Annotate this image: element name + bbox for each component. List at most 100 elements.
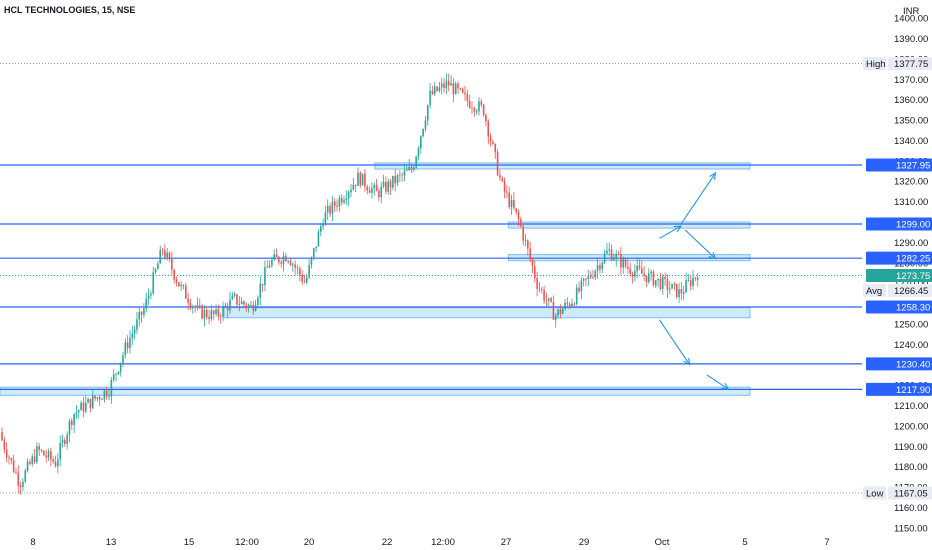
candle-body xyxy=(538,288,541,290)
candle-body xyxy=(119,362,122,372)
candle-body xyxy=(133,329,136,334)
candle-body xyxy=(431,90,434,94)
level-price-tag[interactable] xyxy=(866,382,932,396)
candle-body xyxy=(447,80,450,86)
candle-body xyxy=(429,90,431,106)
candle-body xyxy=(392,175,394,188)
candle-body xyxy=(68,420,71,435)
candle-body xyxy=(3,440,6,450)
candle-body xyxy=(666,279,669,290)
candle-body xyxy=(364,173,366,187)
candle-body xyxy=(5,449,8,458)
candle-body xyxy=(278,256,280,263)
candle-body xyxy=(10,458,13,461)
candle-body xyxy=(668,288,671,290)
candle-body xyxy=(245,304,248,308)
candle-body xyxy=(636,265,638,272)
x-tick-label: 13 xyxy=(106,537,117,548)
candle-body xyxy=(403,170,406,176)
candle-body xyxy=(417,148,420,157)
level-price-tag[interactable] xyxy=(866,217,932,231)
candle-body xyxy=(575,287,578,305)
candle-body xyxy=(201,305,203,319)
candle-body xyxy=(154,269,157,273)
candle-body xyxy=(645,275,648,283)
candle-body xyxy=(624,259,627,267)
candle-body xyxy=(503,180,506,192)
x-tick-label: 20 xyxy=(304,537,315,548)
level-price-tag[interactable] xyxy=(866,300,932,314)
candle-body xyxy=(26,461,29,471)
candle-body xyxy=(603,253,606,263)
candle-body xyxy=(105,390,108,397)
candle-body xyxy=(115,373,117,375)
x-tick-label: Oct xyxy=(655,537,670,548)
candle-body xyxy=(289,260,292,266)
candle-body xyxy=(131,333,134,338)
candle-body xyxy=(75,412,78,414)
candle-body xyxy=(661,276,664,289)
y-tick-label: 1340.00 xyxy=(894,136,928,147)
candle-body xyxy=(91,395,94,408)
candle-body xyxy=(45,455,48,458)
candle-body xyxy=(231,295,234,300)
candle-body xyxy=(615,254,618,259)
candle-body xyxy=(527,240,529,249)
candle-body xyxy=(285,255,287,262)
y-tick-label: 1180.00 xyxy=(894,462,928,473)
candle-body xyxy=(452,83,455,95)
candle-body xyxy=(254,304,257,311)
candle-body xyxy=(650,271,652,274)
y-tick-label: 1250.00 xyxy=(894,319,928,330)
candle-body xyxy=(299,268,301,275)
candle-body xyxy=(501,177,504,181)
candle-body xyxy=(494,143,497,153)
candle-body xyxy=(368,190,371,193)
candle-body xyxy=(545,300,548,302)
candle-body xyxy=(36,446,38,463)
avg-value-tag xyxy=(888,283,932,297)
candle-body xyxy=(80,402,82,411)
x-tick-label: 22 xyxy=(382,537,393,548)
candle-body xyxy=(522,226,524,241)
candle-body xyxy=(578,287,580,292)
candle-body xyxy=(410,167,413,170)
candle-body xyxy=(613,258,615,261)
candle-body xyxy=(8,457,10,459)
candle-body xyxy=(294,264,296,268)
candle-body xyxy=(226,305,229,311)
candle-body xyxy=(22,481,24,487)
candle-body xyxy=(354,184,357,186)
projection-arrow xyxy=(706,374,729,390)
candle-body xyxy=(440,83,443,88)
candle-body xyxy=(406,170,408,171)
candle-body xyxy=(331,201,334,214)
candle-body xyxy=(198,305,201,306)
candle-body xyxy=(461,88,464,93)
y-tick-label: 1390.00 xyxy=(894,34,928,45)
candle-body xyxy=(140,311,143,315)
candle-body xyxy=(29,461,31,464)
arrow-head-icon xyxy=(673,225,683,233)
candle-body xyxy=(473,108,476,112)
candle-body xyxy=(566,302,569,304)
candle-body xyxy=(641,268,643,274)
candle-body xyxy=(378,191,380,198)
candle-body xyxy=(673,283,676,285)
candle-body xyxy=(280,262,282,264)
candle-body xyxy=(205,309,208,317)
candle-body xyxy=(520,219,522,227)
level-price-tag[interactable] xyxy=(866,357,932,371)
candle-body xyxy=(550,298,552,302)
candle-body xyxy=(517,211,520,220)
candle-body xyxy=(236,294,238,305)
candle-body xyxy=(196,305,199,308)
candle-body xyxy=(271,259,273,266)
level-price-tag[interactable] xyxy=(866,158,932,172)
level-price-tag[interactable] xyxy=(866,251,932,265)
projection-arrow xyxy=(659,225,682,239)
candle-body xyxy=(652,271,655,286)
zone-3 xyxy=(223,307,751,319)
y-tick-label: 1360.00 xyxy=(894,95,928,106)
